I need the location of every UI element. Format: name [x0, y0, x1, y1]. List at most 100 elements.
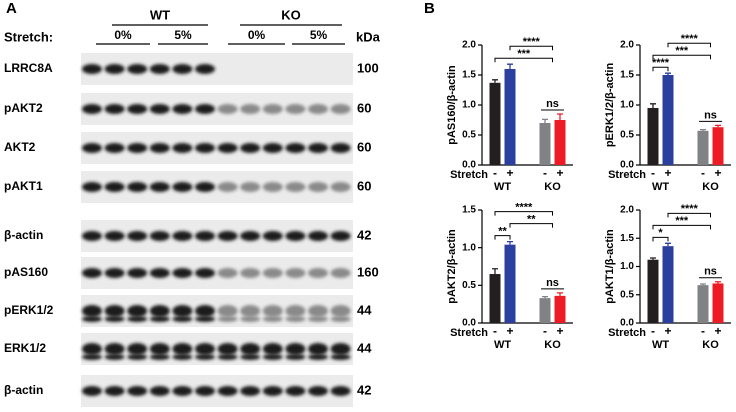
blot-band	[217, 354, 238, 360]
blot-band	[285, 316, 306, 322]
y-axis-label: pERK1/2/β-actin	[604, 63, 616, 148]
x-axis-label: Stretch	[450, 169, 488, 181]
x-tick-label: -	[701, 324, 705, 338]
y-tick-label: 2.0	[462, 40, 476, 51]
blot-band	[149, 354, 170, 360]
blot-band	[127, 343, 148, 355]
bar	[554, 295, 566, 323]
blot-band	[172, 386, 193, 396]
blot-strip	[81, 375, 353, 407]
y-tick-label: 1.0	[620, 100, 634, 111]
significance-label: **	[527, 214, 536, 226]
blot-band	[104, 386, 125, 396]
blot-band	[104, 64, 125, 74]
group-label: WT	[494, 181, 511, 193]
x-tick-label: -	[651, 166, 655, 180]
blot-band	[149, 231, 170, 241]
blot-band	[195, 343, 215, 355]
error-bar	[542, 295, 548, 299]
blot-band	[308, 182, 328, 192]
bracket	[509, 223, 553, 228]
x-tick-label: +	[664, 324, 671, 338]
bar	[539, 123, 551, 165]
bar	[662, 75, 674, 165]
bracket	[494, 235, 511, 240]
blot-band	[330, 305, 351, 317]
bracket	[494, 57, 553, 63]
x-tick-label: -	[493, 324, 497, 338]
kda-value: 160	[357, 264, 379, 279]
bar	[504, 69, 516, 165]
blot-band	[240, 143, 261, 153]
blot-band	[262, 354, 283, 360]
error-bar	[507, 63, 513, 69]
significance-label: ns	[704, 266, 717, 278]
blot-band	[240, 316, 261, 322]
row-label: ERK1/2	[4, 341, 46, 355]
blot-band	[104, 268, 125, 278]
error-bar	[492, 79, 498, 83]
kda-value: 60	[357, 100, 371, 115]
significance-label: ***	[517, 48, 531, 60]
blot-band	[195, 182, 215, 192]
y-axis-label: pAKT2/β-actin	[446, 229, 458, 304]
bracket	[494, 211, 553, 216]
kda-value: 44	[357, 302, 372, 317]
x-tick-label: +	[714, 324, 721, 338]
bar	[662, 246, 674, 323]
blot-band	[149, 268, 170, 278]
panel-label: B	[424, 0, 435, 17]
x-tick-label: +	[556, 324, 563, 338]
blot-band	[127, 268, 148, 278]
blot-band	[82, 268, 102, 278]
blot-band	[308, 354, 328, 360]
row-label: β-actin	[4, 383, 43, 397]
bracket	[652, 236, 669, 242]
kda-value: 100	[357, 60, 379, 75]
y-tick-label: 1.0	[620, 261, 634, 272]
blot-strip	[81, 93, 353, 125]
blot-band	[330, 231, 351, 241]
blot-band	[149, 343, 170, 355]
x-tick-label: +	[714, 166, 721, 180]
bracket	[509, 45, 553, 51]
error-bar	[557, 292, 563, 296]
blot-band	[330, 268, 351, 278]
blot-band	[127, 143, 148, 153]
condition-label: 0%	[114, 28, 132, 42]
significance-label: ns	[546, 277, 559, 289]
blot-band	[127, 64, 148, 74]
blot-strip	[81, 295, 353, 327]
blot-band	[217, 143, 238, 153]
blot-band	[217, 104, 238, 114]
blot-band	[262, 231, 283, 241]
error-bar	[715, 281, 721, 284]
y-axis-label: pAKT1/β-actin	[604, 229, 616, 304]
condition-label: 5%	[174, 28, 192, 42]
group-label: KO	[702, 181, 719, 193]
blot-band	[285, 305, 306, 317]
bar	[697, 130, 709, 165]
blot-band	[82, 64, 102, 74]
blot-band	[285, 386, 306, 396]
x-tick-label: -	[701, 166, 705, 180]
x-tick-label: -	[651, 324, 655, 338]
blot-band	[172, 316, 193, 322]
blot-band	[330, 182, 351, 192]
blot-band	[240, 104, 261, 114]
y-tick-label: 0.0	[620, 318, 634, 329]
x-tick-label: +	[506, 166, 513, 180]
panel-label: A	[6, 0, 17, 17]
blot-band	[285, 343, 306, 355]
blot-band	[330, 316, 351, 322]
blot-band	[149, 182, 170, 192]
group-label: KO	[544, 181, 561, 193]
error-bar	[557, 113, 563, 120]
blot-band	[217, 316, 238, 322]
x-axis-label: Stretch	[608, 327, 646, 339]
row-label: LRRC8A	[4, 61, 53, 75]
kda-value: 44	[357, 340, 372, 355]
blot-band	[217, 231, 238, 241]
blot-band	[82, 386, 102, 396]
